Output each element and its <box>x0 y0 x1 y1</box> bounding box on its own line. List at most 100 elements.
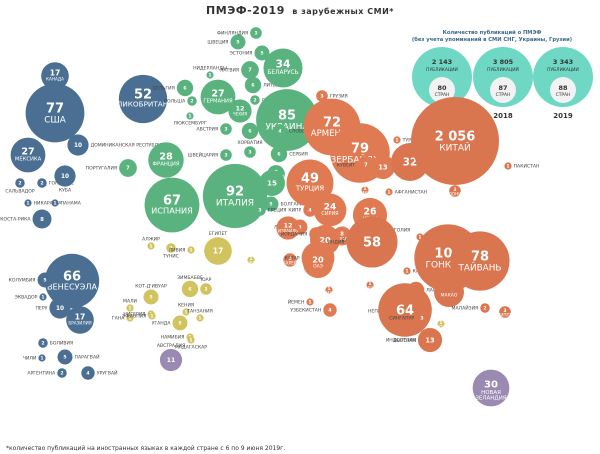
legend-countries-label-2018: СТРАН <box>496 92 511 98</box>
bubble-value-узбекистан-67: 4 <box>328 308 331 314</box>
bubble-value-эквадор-13: 1 <box>41 295 44 301</box>
bubble-value-греция-48: 3 <box>258 208 261 214</box>
bubble-куба-7: 10 КУБА <box>54 165 76 194</box>
bubble-кот-д-ивуар-103: 5 КОТ-Д'ИВУАР <box>135 284 167 305</box>
bubble-circle-сенегал-99 <box>247 256 255 264</box>
legend-inner-2018 <box>490 77 516 103</box>
bubble-label-франция-38: ФРАНЦИЯ <box>152 162 179 168</box>
bubble-value-юар-109: 3 <box>204 287 207 293</box>
bubble-label-сирия-54: СИРИЯ <box>321 211 338 217</box>
legend-countries-2018: 87 <box>498 84 507 92</box>
bubble-circle-эфиопия-104 <box>148 312 156 320</box>
bubble-value-шри-ланка-81: 1 <box>418 235 421 241</box>
bubble-circle-германия-28 <box>200 79 236 115</box>
bubble-circle-туркменистан-68 <box>393 136 401 144</box>
bubble-label-сша-1: США <box>44 115 66 125</box>
bubble-label-марокко-94: МАРОККО <box>430 324 452 329</box>
bubble-label-кипр-53: КИПР <box>288 208 301 214</box>
bubble-value-великобритания-2: 52 <box>134 87 152 102</box>
bubble-value-латвия-24: 7 <box>248 68 251 74</box>
bubble-кувейт-60: 7 КУВЕЙТ <box>337 156 375 174</box>
bubble-circle-канада-0 <box>41 62 69 90</box>
legend-pub-label-2017: ПУБЛИКАЦИИ <box>426 67 458 73</box>
bubble-label-оман-65: ОМАН <box>323 290 336 295</box>
legend-subtitle: (без учета упоминаний в СМИ СНГ, Украины… <box>412 36 572 43</box>
bubble-label-великобритания-2: ВЕЛИКОБРИТАНИЯ <box>107 100 178 109</box>
bubble-label-коста-рика-10: КОСТА-РИКА <box>0 217 31 223</box>
legend: 2 143ПУБЛИКАЦИИ80СТРАН20173 805ПУБЛИКАЦИ… <box>412 47 593 120</box>
bubble-label-бахрейн-62: БАХРЕЙН <box>280 260 300 265</box>
bubble-коста-рика-10: 8 КОСТА-РИКА <box>0 209 52 229</box>
bubble-вьетнам-86: 64 ВЬЕТНАМ <box>378 283 432 344</box>
bubble-circle-вьетнам-86 <box>378 283 432 337</box>
bubble-label-лаос-83: ЛАОС <box>426 288 439 294</box>
legend-pub-label-2019: ПУБЛИКАЦИИ <box>547 67 579 73</box>
bubble-value-сербия-41: 6 <box>277 152 280 158</box>
bubble-circle-куба-7 <box>54 165 76 187</box>
bubble-label-кот-д-ивуар-103: КОТ-Д'ИВУАР <box>135 284 167 290</box>
bubble-label-мексика-3: МЕКСИКА <box>15 156 42 162</box>
bubble-value-доминиканская-республика-4: 10 <box>74 143 82 149</box>
bubble-афганистан-72: 1 АФГАНИСТАН <box>385 188 427 196</box>
bubble-австралия-112: 11 АВСТРАЛИЯ <box>157 343 185 372</box>
bubble-value-тунис-96: 2 <box>169 246 172 252</box>
bubble-value-австрия-34: 3 <box>224 127 227 133</box>
bubble-value-афганистан-72: 1 <box>387 190 390 196</box>
bubble-узбекистан-67: 4 УЗБЕКИСТАН <box>290 303 337 317</box>
bubble-value-испания-44: 67 <box>163 193 181 208</box>
bubble-label-швеция-21: ШВЕЦИЯ <box>207 40 228 46</box>
bubble-value-люксембург-31: 1 <box>188 114 191 120</box>
bubble-индонезия-93: 13 ИНДОНЕЗИЯ <box>386 327 443 353</box>
bubble-label-аргентина-19: АРГЕНТИНА <box>27 371 56 377</box>
bubble-label-нидерланды-27: НИДЕРЛАНДЫ <box>193 65 227 71</box>
bubble-зимбабве-108: 6 ЗИМБАБВЕ <box>177 275 203 298</box>
bubble-value-финляндия-22: 3 <box>254 31 257 37</box>
bubble-label-китай-75: КИТАЙ <box>439 141 471 153</box>
bubble-label-сербия-41: СЕРБИЯ <box>289 152 308 158</box>
bubble-value-сша-1: 77 <box>46 101 64 116</box>
bubble-label-бразилия-15: БРАЗИЛИЯ <box>68 320 91 325</box>
bubble-label-италия-45: ИТАЛИЯ <box>216 198 254 208</box>
bubble-value-гондурас-6: 2 <box>40 181 43 187</box>
bubble-value-вьетнам-86: 64 <box>396 304 414 319</box>
legend-pub-label-2018: ПУБЛИКАЦИЙ <box>487 66 519 73</box>
bubble-circle-никарагуа-8 <box>24 199 32 207</box>
bubble-label-алжир-95: АЛЖИР <box>142 236 160 242</box>
bubble-circle-эквадор-13 <box>39 293 47 301</box>
bubble-value-эстония-23: 5 <box>260 51 263 57</box>
bubble-label-тайвань-89: ТАЙВАНЬ <box>458 261 502 273</box>
bubble-label-кения-105: КЕНИЯ <box>178 302 194 308</box>
bubble-мали-100: 1 МАЛИ <box>123 298 137 311</box>
bubble-value-беларусь-26: 34 <box>276 57 291 70</box>
bubble-value-сирия-54: 24 <box>324 203 337 213</box>
bubble-value-оман-65: 1 <box>327 286 330 292</box>
bubble-label-оаэ-64: ОАЭ <box>313 264 323 270</box>
bubble-тунис-96: 2 ТУНИС <box>162 243 179 260</box>
bubble-circle-бангладеш-79 <box>366 281 374 289</box>
bubble-label-намибия-110: НАМИБИЯ <box>161 335 185 341</box>
legend-countries-2017: 80 <box>437 84 447 92</box>
bubble-бельгия-29: 6 БЕЛЬГИЯ <box>153 79 194 97</box>
footnote: *количество публикаций на иностранных яз… <box>6 445 285 452</box>
bubble-value-нидерланды-27: 1 <box>208 73 211 79</box>
legend-item-2017: 2 143ПУБЛИКАЦИИ80СТРАН2017 <box>412 47 472 120</box>
bubble-value-пакистан-77: 1 <box>506 164 509 170</box>
legend-year-2018: 2018 <box>493 112 513 120</box>
bubble-value-хорватия-40: 3 <box>248 150 251 156</box>
bubble-label-австрия-34: АВСТРИЯ <box>196 127 218 133</box>
bubble-circle-швейцария-39 <box>220 149 232 161</box>
bubble-финляндия-22: 3 ФИНЛЯНДИЯ <box>217 27 262 39</box>
bubble-circle-сингапур-92 <box>416 312 428 324</box>
bubble-layer: 17КАНАДА77США52ВЕЛИКОБРИТАНИЯ27МЕКСИКА10… <box>0 27 540 407</box>
bubble-circle-юар-109 <box>200 283 212 295</box>
